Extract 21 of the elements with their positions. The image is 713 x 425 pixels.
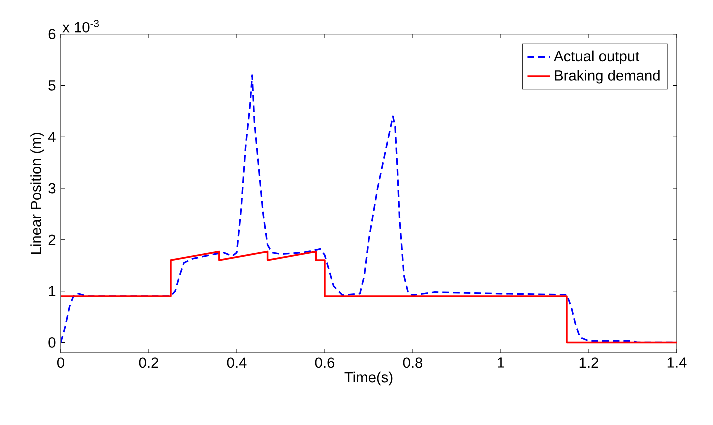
x-tick-label: 0.6 (315, 358, 335, 368)
y-tick-label: 6 (48, 29, 56, 40)
x-axis-title: Time(s) (344, 372, 393, 386)
x-tick-label: 0 (57, 358, 64, 368)
line-series (61, 250, 678, 344)
legend-label: Actual output (554, 50, 640, 64)
y-axis-title: Linear Position (m) (30, 133, 44, 254)
y-tick-label: 2 (48, 234, 56, 246)
x-tick-label: 0.8 (403, 358, 423, 368)
y-tick-label: 3 (48, 183, 56, 194)
y-tick-label: 5 (48, 80, 56, 91)
legend-label: Braking demand (555, 70, 660, 84)
x-tick-label: 1.4 (668, 358, 687, 368)
y-tick-label: 4 (48, 132, 56, 142)
x-tick-label: 1 (498, 358, 504, 368)
x-tick-label: 1.2 (580, 358, 598, 368)
text: x 10$^{-3}$ (62, 20, 99, 33)
y-tick-label: 1 (49, 286, 56, 296)
x-tick-label: 0.4 (227, 358, 247, 368)
x-tick-label: 0.2 (139, 358, 158, 368)
y-tick-label: 0 (48, 338, 56, 348)
